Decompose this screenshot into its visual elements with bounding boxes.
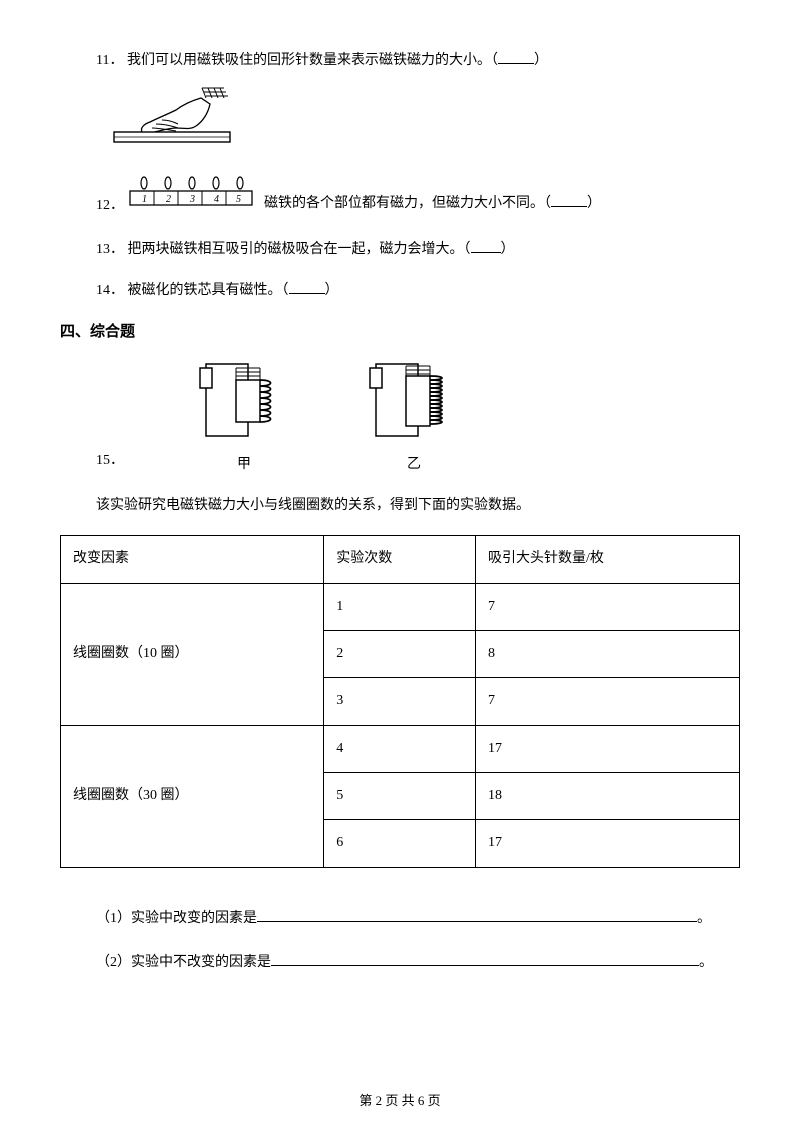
col-trial: 实验次数 (324, 536, 476, 583)
hand-magnet-svg (96, 86, 256, 158)
experiment-table: 改变因素 实验次数 吸引大头针数量/枚 线圈圈数（10 圈） 1 7 2 8 3… (60, 535, 740, 868)
page-footer: 第 2 页 共 6 页 (0, 1091, 800, 1112)
trial-cell: 2 (324, 630, 476, 677)
q12-blank[interactable] (551, 193, 587, 207)
table-row: 线圈圈数（10 圈） 1 7 (61, 583, 740, 630)
figure-circuits: 15． (60, 362, 740, 477)
sub-question-1: （1）实验中改变的因素是 。 (96, 908, 740, 930)
q15-num: 15． (96, 450, 124, 472)
q11-num: 11． (96, 53, 123, 68)
circuit-b-svg (364, 362, 464, 442)
trial-cell: 1 (324, 583, 476, 630)
table-row: 线圈圈数（30 圈） 4 17 (61, 725, 740, 772)
pins-cell: 17 (476, 725, 740, 772)
q12-num: 12． (96, 195, 124, 217)
subq2-blank[interactable] (271, 952, 699, 966)
subq2-label: （2）实验中不改变的因素是 (96, 955, 271, 970)
trial-cell: 5 (324, 773, 476, 820)
circuit-a-svg (194, 362, 294, 442)
subq1-blank[interactable] (257, 908, 697, 922)
q14-close: ） (325, 283, 339, 298)
q11-blank[interactable] (498, 50, 534, 64)
q12-text: 磁铁的各个部位都有磁力，但磁力大小不同。（ (264, 196, 551, 211)
q11-close: ） (534, 53, 548, 68)
q14-num: 14． (96, 283, 124, 298)
svg-text:1: 1 (142, 194, 147, 205)
svg-text:5: 5 (236, 194, 241, 205)
group2-label: 线圈圈数（30 圈） (61, 725, 324, 867)
col-pins: 吸引大头针数量/枚 (476, 536, 740, 583)
pins-cell: 7 (476, 678, 740, 725)
question-13: 13． 把两块磁铁相互吸引的磁极吸合在一起，磁力会增大。（ ） (60, 239, 740, 261)
section-4-heading: 四、综合题 (60, 320, 740, 344)
ruler-figure: 1 2 3 4 5 (124, 175, 256, 217)
table-header-row: 改变因素 实验次数 吸引大头针数量/枚 (61, 536, 740, 583)
pins-cell: 8 (476, 630, 740, 677)
circuit-a-label: 甲 (194, 454, 294, 476)
q14-blank[interactable] (289, 280, 325, 294)
q13-num: 13． (96, 242, 124, 257)
group1-label: 线圈圈数（10 圈） (61, 583, 324, 725)
q15-desc: 该实验研究电磁铁磁力大小与线圈圈数的关系，得到下面的实验数据。 (60, 495, 740, 517)
q13-close: ） (501, 242, 515, 257)
svg-text:2: 2 (166, 194, 171, 205)
trial-cell: 3 (324, 678, 476, 725)
pins-cell: 17 (476, 820, 740, 867)
subq1-end: 。 (697, 911, 711, 926)
pins-cell: 18 (476, 773, 740, 820)
subq1-label: （1）实验中改变的因素是 (96, 911, 257, 926)
pins-cell: 7 (476, 583, 740, 630)
svg-text:3: 3 (189, 194, 195, 205)
svg-text:4: 4 (214, 194, 219, 205)
subq2-end: 。 (699, 955, 713, 970)
q13-blank[interactable] (471, 239, 501, 253)
circuit-a: 甲 (194, 362, 294, 477)
question-11: 11． 我们可以用磁铁吸住的回形针数量来表示磁铁磁力的大小。（ ） (60, 50, 740, 72)
paperclip-ruler-svg: 1 2 3 4 5 (124, 175, 256, 209)
question-14: 14． 被磁化的铁芯具有磁性。（ ） (60, 280, 740, 302)
sub-question-2: （2）实验中不改变的因素是 。 (96, 952, 740, 974)
q12-close: ） (587, 196, 601, 211)
circuit-b-label: 乙 (364, 454, 464, 476)
figure-hand-magnet (60, 86, 740, 166)
trial-cell: 4 (324, 725, 476, 772)
q14-text: 被磁化的铁芯具有磁性。（ (128, 283, 289, 298)
question-12: 12． 1 2 (60, 175, 740, 217)
col-factor: 改变因素 (61, 536, 324, 583)
circuit-b: 乙 (364, 362, 464, 477)
q11-text: 我们可以用磁铁吸住的回形针数量来表示磁铁磁力的大小。（ (127, 53, 498, 68)
q13-text: 把两块磁铁相互吸引的磁极吸合在一起，磁力会增大。（ (128, 242, 471, 257)
trial-cell: 6 (324, 820, 476, 867)
